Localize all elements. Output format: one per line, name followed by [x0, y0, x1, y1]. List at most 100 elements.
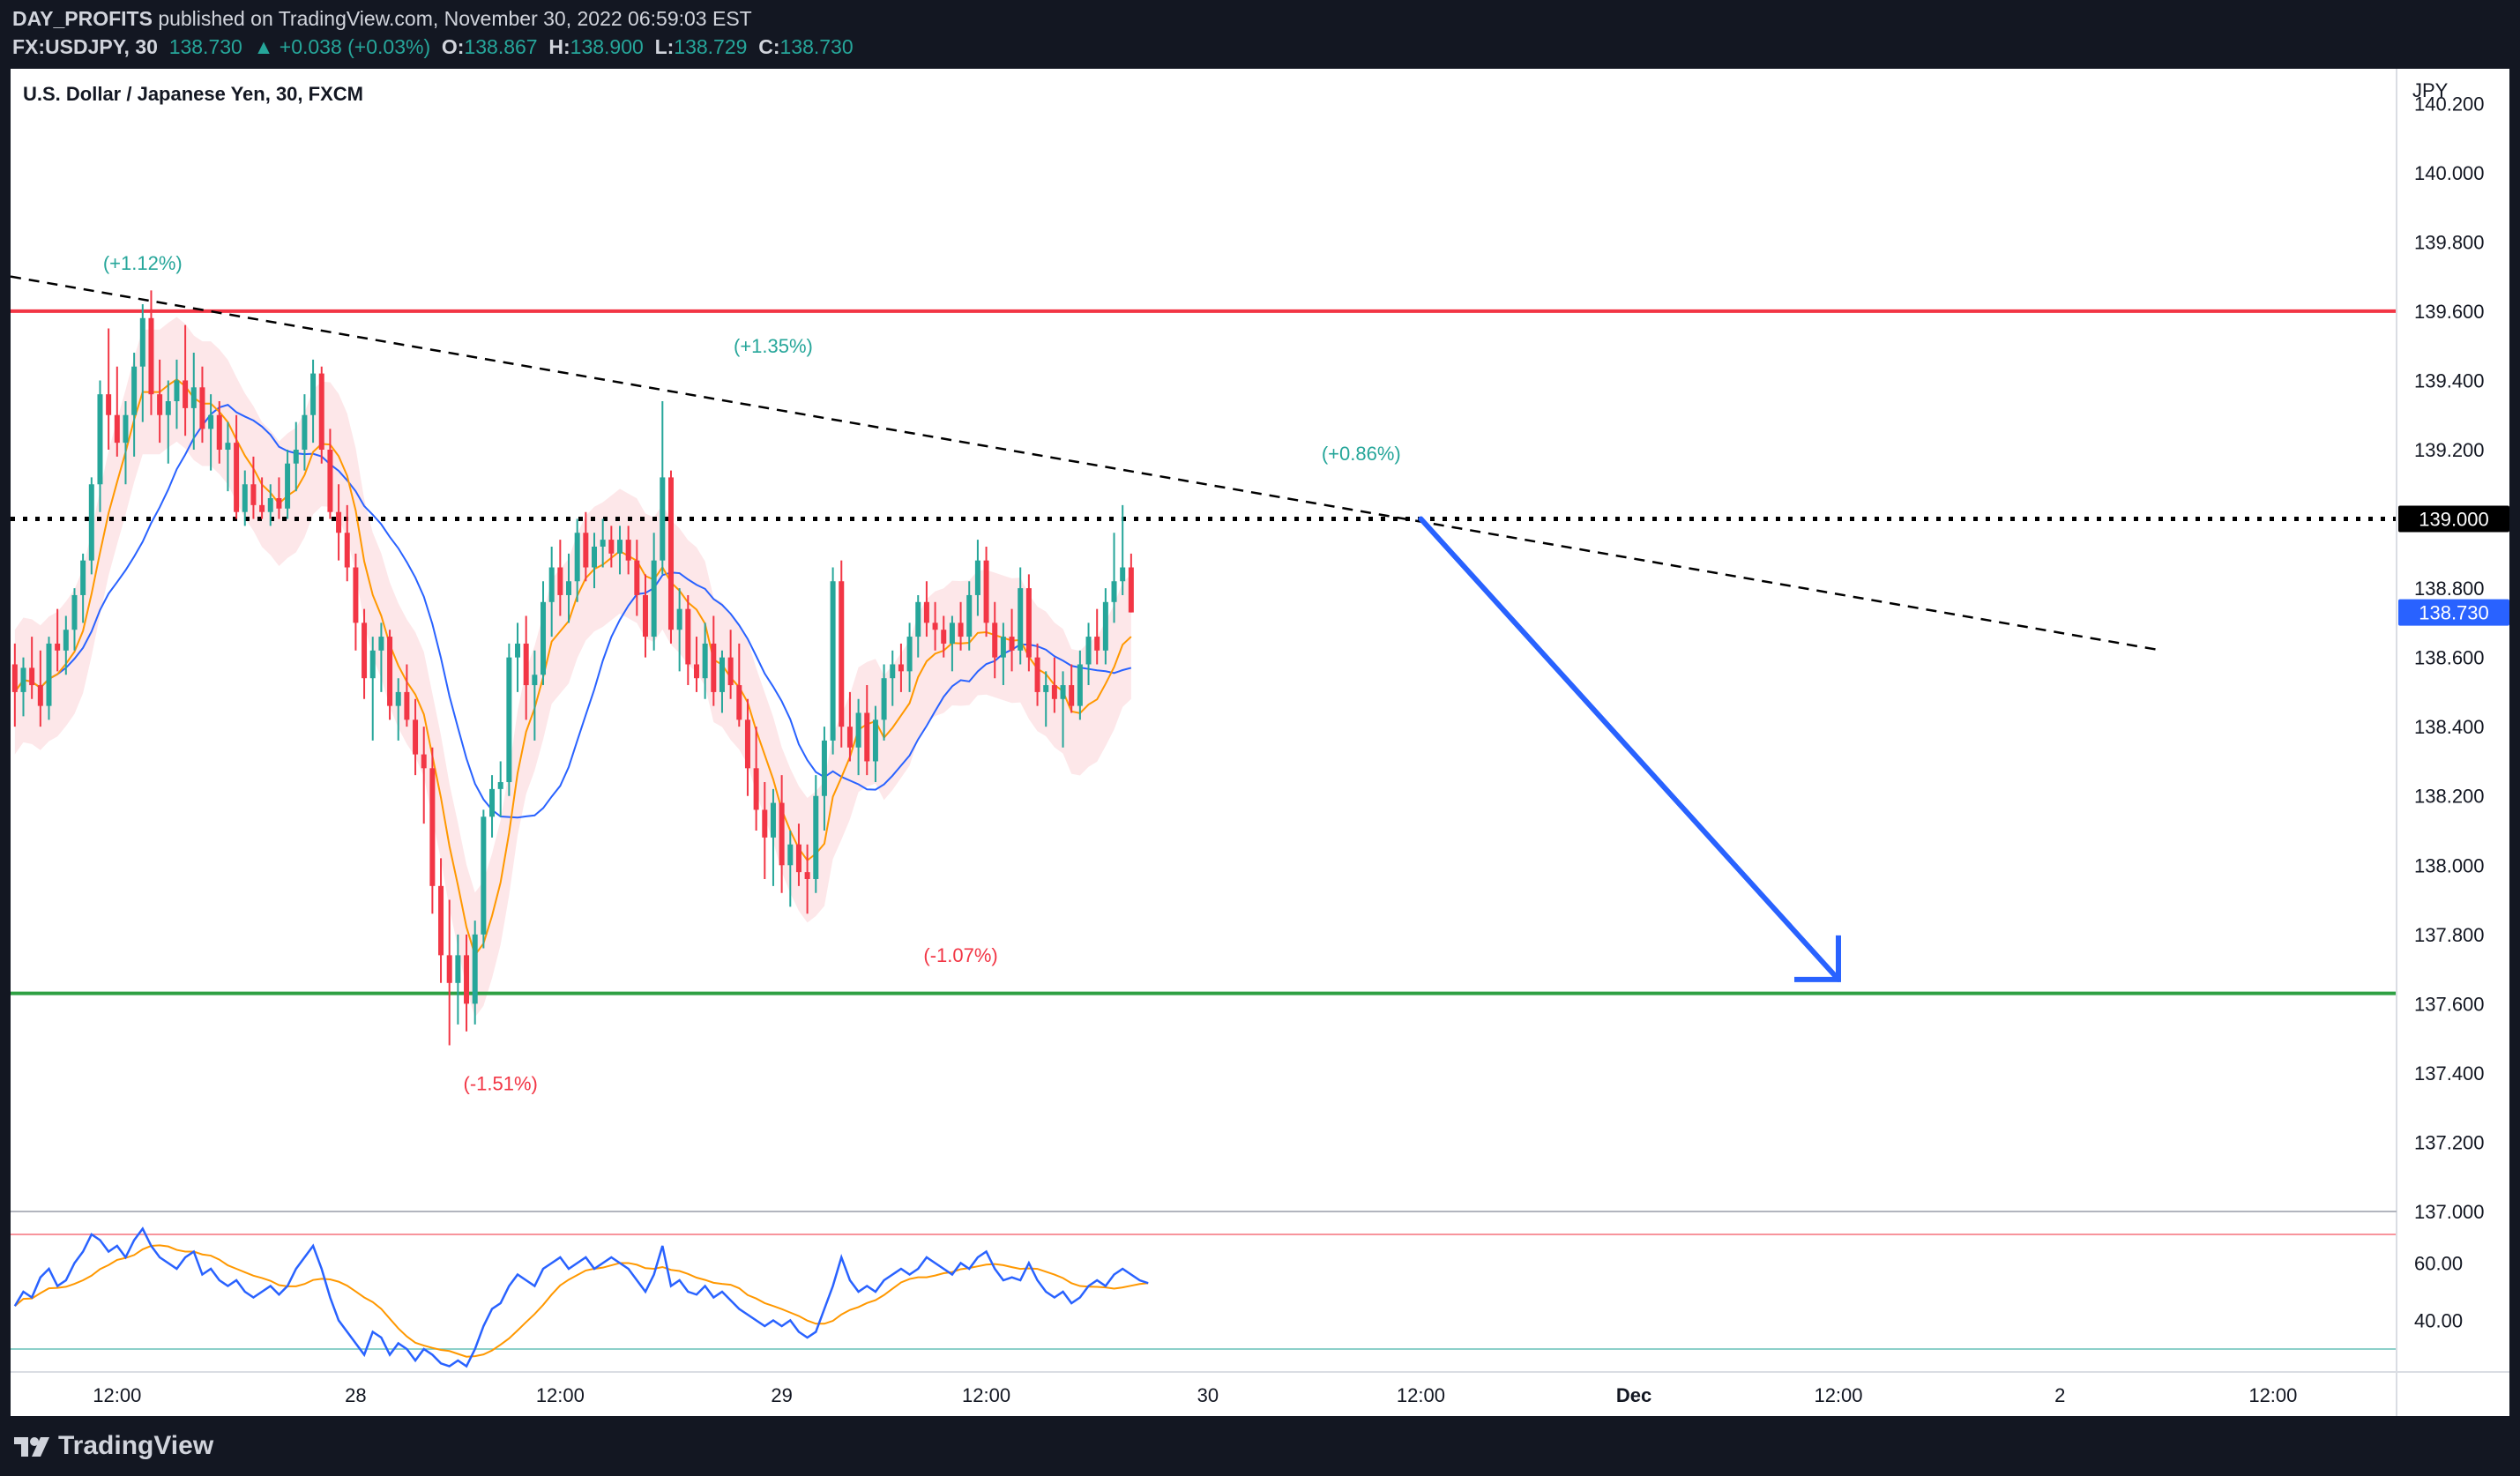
candle [532, 650, 538, 741]
candle [446, 899, 452, 1046]
candle-body [37, 685, 43, 706]
volatility-band [14, 317, 1131, 1018]
candle-body [438, 885, 444, 956]
candle-body [923, 601, 929, 623]
candle [992, 601, 998, 679]
candle [574, 518, 580, 602]
published-text: published on TradingView.com, November 3… [158, 7, 752, 30]
candle-body [1025, 588, 1032, 658]
candle [285, 450, 291, 519]
candle-body [310, 373, 317, 415]
candle-body [941, 630, 947, 644]
candle [548, 546, 555, 637]
candle-body [642, 594, 648, 637]
candle-body [711, 643, 717, 692]
candle-body [966, 594, 973, 637]
candle-body [55, 643, 61, 651]
candle-body [344, 533, 350, 568]
candle-body [753, 768, 759, 810]
candle-body [1111, 581, 1117, 602]
dotted-level-badge: 139.000 [2419, 509, 2489, 531]
candle [625, 526, 631, 575]
tradingview-logo-icon [14, 1437, 49, 1457]
candle [1000, 622, 1006, 686]
candle-body [464, 955, 470, 1004]
candle [787, 831, 794, 907]
candle [353, 553, 359, 651]
candle-body [190, 387, 197, 408]
candle-body [625, 540, 631, 561]
candle-body [821, 740, 827, 796]
candle-body [1043, 685, 1049, 692]
price-tick-label: 139.400 [2414, 369, 2485, 391]
low-value: 138.729 [674, 35, 748, 58]
time-tick-label: 12:00 [93, 1384, 141, 1406]
rsi-pane: 60.00 40.00 [11, 1226, 2463, 1368]
candle [515, 622, 521, 692]
candle [830, 567, 836, 755]
candle [208, 394, 214, 471]
trendline [11, 275, 2163, 652]
candle [71, 588, 78, 651]
candle [1009, 608, 1015, 672]
candle-body [29, 667, 35, 686]
candle-body [770, 802, 776, 838]
candle-body [446, 955, 452, 983]
last-price-badge: 138.730 [2419, 602, 2489, 624]
candle [890, 650, 896, 706]
candle-body [1077, 664, 1083, 706]
candle-body [234, 443, 240, 512]
tradingview-brand: TradingView [58, 1431, 214, 1460]
candle-body [353, 567, 359, 623]
candle-body [225, 443, 231, 450]
candle-body [216, 414, 222, 450]
open-label: O: [441, 35, 465, 58]
candle [932, 601, 938, 651]
time-tick-label: 12:00 [1814, 1384, 1862, 1406]
candle [327, 429, 333, 519]
tradingview-logo[interactable]: TradingView [12, 1430, 213, 1462]
candle-body [421, 754, 427, 769]
candle [88, 477, 94, 575]
candle [1069, 664, 1075, 713]
candle-body [872, 719, 878, 762]
candle [276, 477, 282, 519]
candle-body [506, 657, 512, 783]
candle [472, 921, 478, 1025]
candle [413, 698, 419, 776]
candle-body [600, 540, 606, 547]
candle-body [293, 450, 299, 464]
candle-body [1128, 567, 1134, 613]
candle-body [165, 401, 171, 415]
candle-body [839, 581, 845, 727]
candle-body [541, 601, 547, 675]
candle [906, 622, 913, 692]
time-tick-label: 12:00 [536, 1384, 585, 1406]
candle [421, 727, 427, 824]
price-chart[interactable]: (+1.12%) (+1.35%) (+0.86%) (-1.07%) (-1.51%)… [11, 69, 2509, 1416]
candle [455, 934, 461, 1025]
candle [676, 588, 682, 672]
candle-body [1120, 567, 1126, 582]
candle-body [915, 601, 921, 637]
candle [1018, 567, 1024, 665]
price-tick-label: 139.600 [2414, 301, 2485, 323]
chart-frame[interactable]: (+1.12%) (+1.35%) (+0.86%) (-1.07%) (-1.51%)… [11, 69, 2509, 1416]
candle [438, 858, 444, 983]
candle [583, 511, 589, 582]
high-value: 138.900 [570, 35, 644, 58]
price-tick-label: 137.000 [2414, 1201, 2485, 1223]
candle [302, 394, 308, 471]
candle-body [387, 637, 393, 706]
candle-body [583, 533, 589, 568]
rsi-ma-line [14, 1244, 1149, 1358]
candle-body [1018, 588, 1024, 651]
candle-body [242, 484, 248, 512]
candle [1085, 622, 1092, 686]
candle [1043, 671, 1049, 727]
candle [915, 594, 921, 658]
author-name[interactable]: DAY_PROFITS [12, 7, 153, 30]
candle-body [846, 727, 853, 748]
candle-body [667, 477, 674, 630]
candle-body [63, 630, 69, 651]
